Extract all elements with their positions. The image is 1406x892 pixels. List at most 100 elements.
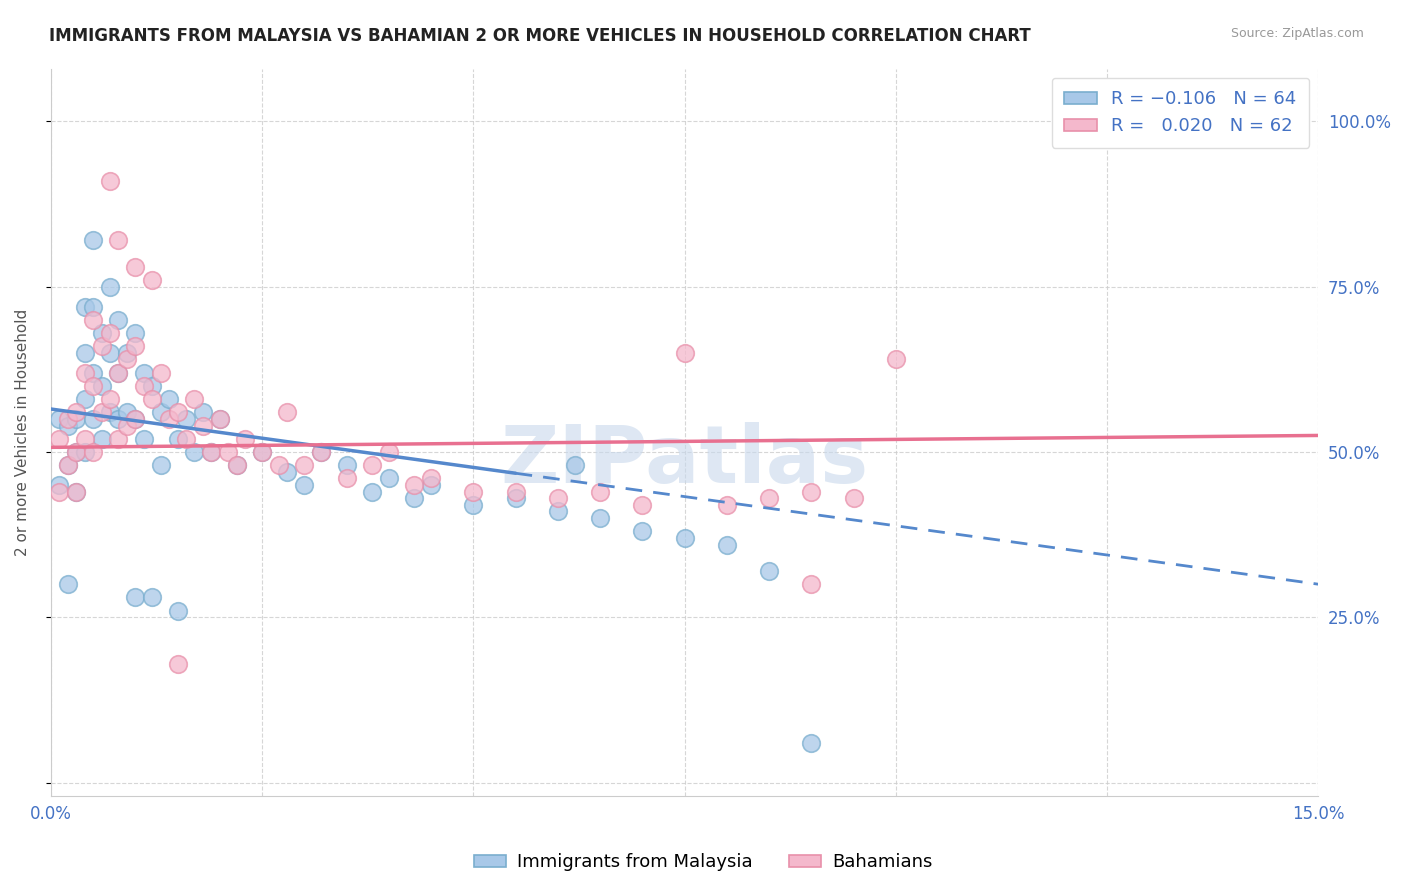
Point	[335, 458, 357, 473]
Point	[183, 445, 205, 459]
Point	[56, 577, 79, 591]
Point	[107, 312, 129, 326]
Point	[267, 458, 290, 473]
Point	[141, 273, 163, 287]
Point	[166, 657, 188, 671]
Point	[107, 412, 129, 426]
Point	[56, 418, 79, 433]
Point	[65, 484, 87, 499]
Point	[800, 736, 823, 750]
Point	[56, 412, 79, 426]
Point	[98, 174, 121, 188]
Point	[174, 432, 197, 446]
Point	[82, 312, 104, 326]
Point	[115, 352, 138, 367]
Point	[98, 392, 121, 406]
Point	[547, 491, 569, 506]
Point	[149, 405, 172, 419]
Point	[107, 366, 129, 380]
Point	[73, 346, 96, 360]
Point	[800, 577, 823, 591]
Point	[250, 445, 273, 459]
Text: ZIPatlas: ZIPatlas	[501, 422, 869, 500]
Point	[276, 405, 298, 419]
Point	[73, 445, 96, 459]
Y-axis label: 2 or more Vehicles in Household: 2 or more Vehicles in Household	[15, 309, 30, 556]
Point	[420, 471, 443, 485]
Point	[420, 478, 443, 492]
Point	[124, 591, 146, 605]
Point	[673, 346, 696, 360]
Legend: Immigrants from Malaysia, Bahamians: Immigrants from Malaysia, Bahamians	[467, 847, 939, 879]
Point	[115, 418, 138, 433]
Point	[225, 458, 247, 473]
Point	[183, 392, 205, 406]
Point	[132, 366, 155, 380]
Point	[174, 412, 197, 426]
Point	[141, 379, 163, 393]
Point	[589, 484, 612, 499]
Point	[65, 412, 87, 426]
Point	[82, 366, 104, 380]
Point	[48, 478, 70, 492]
Point	[505, 484, 527, 499]
Point	[73, 432, 96, 446]
Point	[132, 432, 155, 446]
Point	[361, 484, 384, 499]
Point	[107, 234, 129, 248]
Point	[90, 379, 112, 393]
Point	[378, 471, 401, 485]
Point	[82, 234, 104, 248]
Point	[73, 300, 96, 314]
Point	[631, 524, 654, 539]
Point	[149, 458, 172, 473]
Point	[124, 339, 146, 353]
Point	[673, 531, 696, 545]
Point	[217, 445, 239, 459]
Point	[225, 458, 247, 473]
Point	[98, 405, 121, 419]
Point	[124, 412, 146, 426]
Point	[842, 491, 865, 506]
Point	[463, 498, 485, 512]
Point	[758, 564, 780, 578]
Text: IMMIGRANTS FROM MALAYSIA VS BAHAMIAN 2 OR MORE VEHICLES IN HOUSEHOLD CORRELATION: IMMIGRANTS FROM MALAYSIA VS BAHAMIAN 2 O…	[49, 27, 1031, 45]
Point	[631, 498, 654, 512]
Point	[107, 432, 129, 446]
Point	[157, 392, 180, 406]
Point	[132, 379, 155, 393]
Point	[141, 392, 163, 406]
Point	[292, 458, 315, 473]
Point	[56, 458, 79, 473]
Point	[115, 405, 138, 419]
Point	[166, 604, 188, 618]
Point	[166, 405, 188, 419]
Point	[90, 326, 112, 340]
Point	[90, 339, 112, 353]
Point	[98, 346, 121, 360]
Point	[82, 300, 104, 314]
Point	[107, 366, 129, 380]
Point	[124, 326, 146, 340]
Point	[90, 432, 112, 446]
Point	[378, 445, 401, 459]
Point	[404, 491, 426, 506]
Point	[65, 405, 87, 419]
Point	[200, 445, 222, 459]
Point	[191, 418, 214, 433]
Point	[149, 366, 172, 380]
Point	[250, 445, 273, 459]
Point	[716, 498, 738, 512]
Point	[361, 458, 384, 473]
Point	[335, 471, 357, 485]
Point	[463, 484, 485, 499]
Point	[73, 392, 96, 406]
Point	[82, 445, 104, 459]
Point	[505, 491, 527, 506]
Point	[166, 432, 188, 446]
Point	[404, 478, 426, 492]
Point	[65, 484, 87, 499]
Point	[208, 412, 231, 426]
Point	[716, 537, 738, 551]
Point	[124, 412, 146, 426]
